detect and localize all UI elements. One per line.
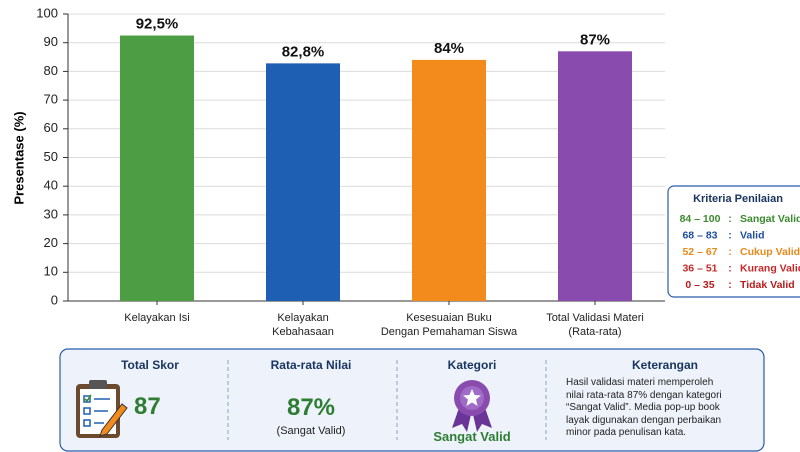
y-tick-label: 90 [44,34,58,49]
criteria-separator: : [728,229,732,241]
y-tick-label: 30 [44,206,58,221]
badge-icon [452,380,492,432]
description-text: Hasil validasi materi memperoleh nilai r… [566,377,722,438]
x-tick-label: Kelayakan Isi [124,312,190,324]
bar [120,35,194,302]
dividers [227,360,547,440]
summary-panel [59,348,765,452]
average-title: Rata-rata Nilai [270,358,352,372]
criteria-separator: : [728,262,732,274]
value-label: 82,8% [282,43,325,60]
x-tick-label: Kesesuaian Buku Dengan Pemahaman Siswa [380,312,518,338]
y-tick-label: 0 [51,292,58,307]
criteria-label: Cukup Valid [740,246,800,258]
criteria-label: Valid [740,229,765,241]
criteria-separator: : [728,279,732,291]
criteria-range: 0 – 35 [685,279,714,291]
criteria-range: 68 – 83 [682,229,717,241]
bar [412,59,486,301]
criteria-label: Kurang Valid [740,262,800,274]
criteria-label: Tidak Valid [740,279,795,291]
y-tick-label: 60 [44,120,58,135]
total-score-value: 87 [134,393,161,420]
x-tick-label: Kelayakan Kebahasaan [272,312,334,338]
value-label: 87% [580,31,610,48]
average-note: (Sangat Valid) [276,425,346,437]
description-title: Keterangan [631,358,699,372]
value-label: 84% [434,40,464,57]
y-tick-label: 10 [44,264,58,279]
y-tick-label: 50 [44,149,58,164]
average-value: 87% [286,394,336,421]
bar [558,51,632,302]
y-tick-label: 100 [36,5,58,20]
x-tick-label: Total Validasi Materi (Rata-rata) [546,312,644,338]
criteria-separator: : [728,213,732,225]
category-value: Sangat Valid [433,429,511,444]
bar [266,63,340,301]
criteria-range: 36 – 51 [682,262,717,274]
y-tick-label: 70 [44,92,58,107]
category-title: Kategori [447,358,497,372]
criteria-range: 52 – 67 [682,246,717,258]
criteria-separator: : [728,246,732,258]
y-axis-label: Presentase (%) [11,111,26,204]
y-tick-label: 40 [44,178,58,193]
clipboard-icon [76,380,128,438]
total-score-title: Total Skor [121,358,179,372]
value-label: 92,5% [136,15,179,32]
y-tick-label: 80 [44,63,58,78]
criteria-label: Sangat Valid [740,213,800,225]
y-tick-label: 20 [44,235,58,250]
criteria-range: 84 – 100 [680,213,721,225]
criteria-title: Kriteria Penilaian [693,193,783,205]
criteria-box [667,185,800,298]
